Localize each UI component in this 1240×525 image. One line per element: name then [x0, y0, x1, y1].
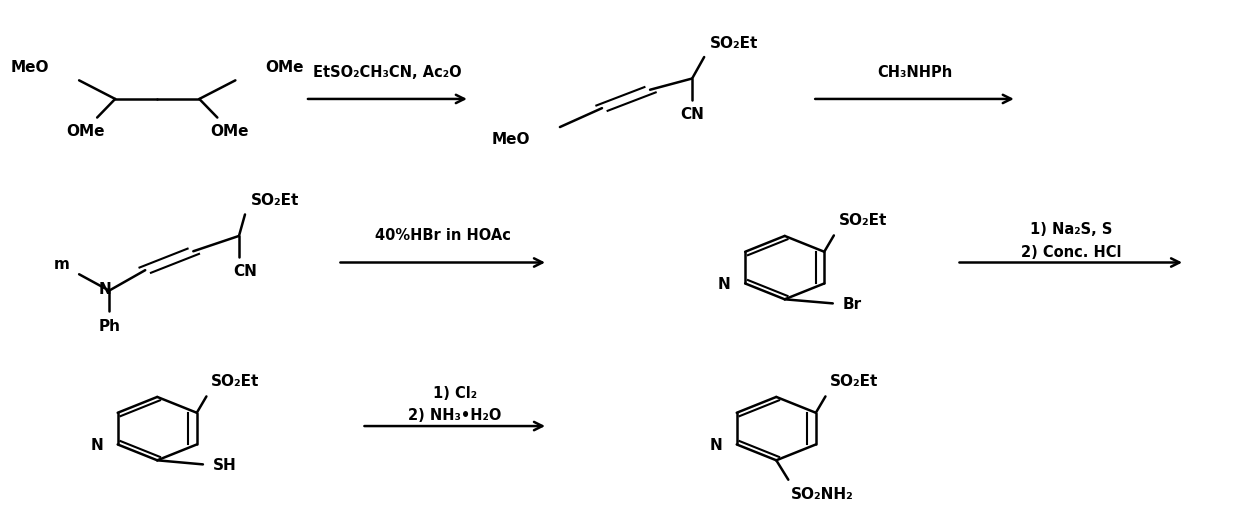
Text: Ph: Ph [98, 319, 120, 334]
Text: 1) Na₂S, S: 1) Na₂S, S [1029, 222, 1112, 237]
Text: MeO: MeO [11, 60, 50, 75]
Text: SO₂Et: SO₂Et [831, 374, 879, 389]
Text: 40%HBr in HOAc: 40%HBr in HOAc [374, 228, 511, 243]
Text: OMe: OMe [66, 124, 104, 139]
Text: MeO: MeO [491, 132, 529, 147]
Text: SO₂Et: SO₂Et [711, 36, 759, 51]
Text: N: N [718, 277, 730, 292]
Text: OMe: OMe [265, 60, 304, 75]
Text: N: N [709, 438, 723, 453]
Text: Br: Br [842, 297, 862, 312]
Text: N: N [99, 281, 112, 297]
Text: 1) Cl₂: 1) Cl₂ [433, 385, 477, 401]
Text: SO₂Et: SO₂Et [838, 213, 887, 228]
Text: 2) Conc. HCl: 2) Conc. HCl [1021, 245, 1121, 260]
Text: CN: CN [233, 264, 257, 279]
Text: SO₂Et: SO₂Et [211, 374, 259, 389]
Text: SH: SH [212, 458, 237, 473]
Text: OMe: OMe [210, 124, 248, 139]
Text: 2) NH₃•H₂O: 2) NH₃•H₂O [408, 408, 501, 424]
Text: SO₂NH₂: SO₂NH₂ [791, 487, 853, 502]
Text: CN: CN [681, 107, 704, 122]
Text: N: N [91, 438, 103, 453]
Text: SO₂Et: SO₂Et [250, 193, 299, 208]
Text: CH₃NHPh: CH₃NHPh [877, 65, 952, 79]
Text: EtSO₂CH₃CN, Ac₂O: EtSO₂CH₃CN, Ac₂O [314, 65, 461, 79]
Text: m: m [53, 257, 69, 272]
